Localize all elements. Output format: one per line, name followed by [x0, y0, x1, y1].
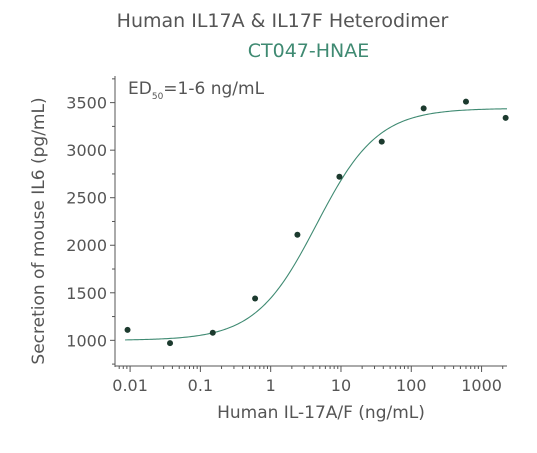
x-tick-label: 1000 [461, 376, 502, 395]
data-point [124, 326, 131, 333]
ed50-prefix: ED [128, 79, 152, 99]
x-tick-label: 0.01 [112, 376, 148, 395]
ed50-annotation: ED50=1-6 ng/mL [128, 79, 265, 102]
y-tick-label: 1500 [66, 284, 107, 303]
y-tick-label: 2500 [66, 189, 107, 208]
y-tick-label: 3500 [66, 94, 107, 113]
x-tick-label: 1 [266, 376, 276, 395]
data-point [462, 98, 469, 105]
data-point [336, 173, 343, 180]
data-point [294, 231, 301, 238]
y-tick-label: 3000 [66, 141, 107, 160]
x-tick-label: 100 [396, 376, 427, 395]
data-point [209, 329, 216, 336]
ed50-suffix: =1-6 ng/mL [163, 79, 264, 99]
y-tick-label: 2000 [66, 236, 107, 255]
chart-axes: 1000 1500 2000 2500 3000 3500 0.01 0.1 1 10 100 100… [66, 76, 507, 395]
data-point [167, 340, 174, 347]
data-points [124, 98, 509, 347]
x-axis-label: Human IL-17A/F (ng/mL) [217, 403, 425, 423]
fit-curve [125, 108, 508, 341]
data-point [420, 105, 427, 112]
chart-title: Human IL17A & IL17F Heterodimer [116, 10, 449, 32]
y-axis-label: Secretion of mouse IL6 (pg/mL) [29, 97, 49, 364]
data-point [252, 295, 259, 302]
y-tick-label: 1000 [66, 331, 107, 350]
data-point [378, 138, 385, 145]
chart-subtitle: CT047-HNAE [247, 40, 370, 62]
x-tick-label: 0.1 [188, 376, 213, 395]
ed50-subscript: 50 [152, 92, 164, 102]
x-tick-label: 10 [331, 376, 351, 395]
data-point [502, 114, 509, 121]
